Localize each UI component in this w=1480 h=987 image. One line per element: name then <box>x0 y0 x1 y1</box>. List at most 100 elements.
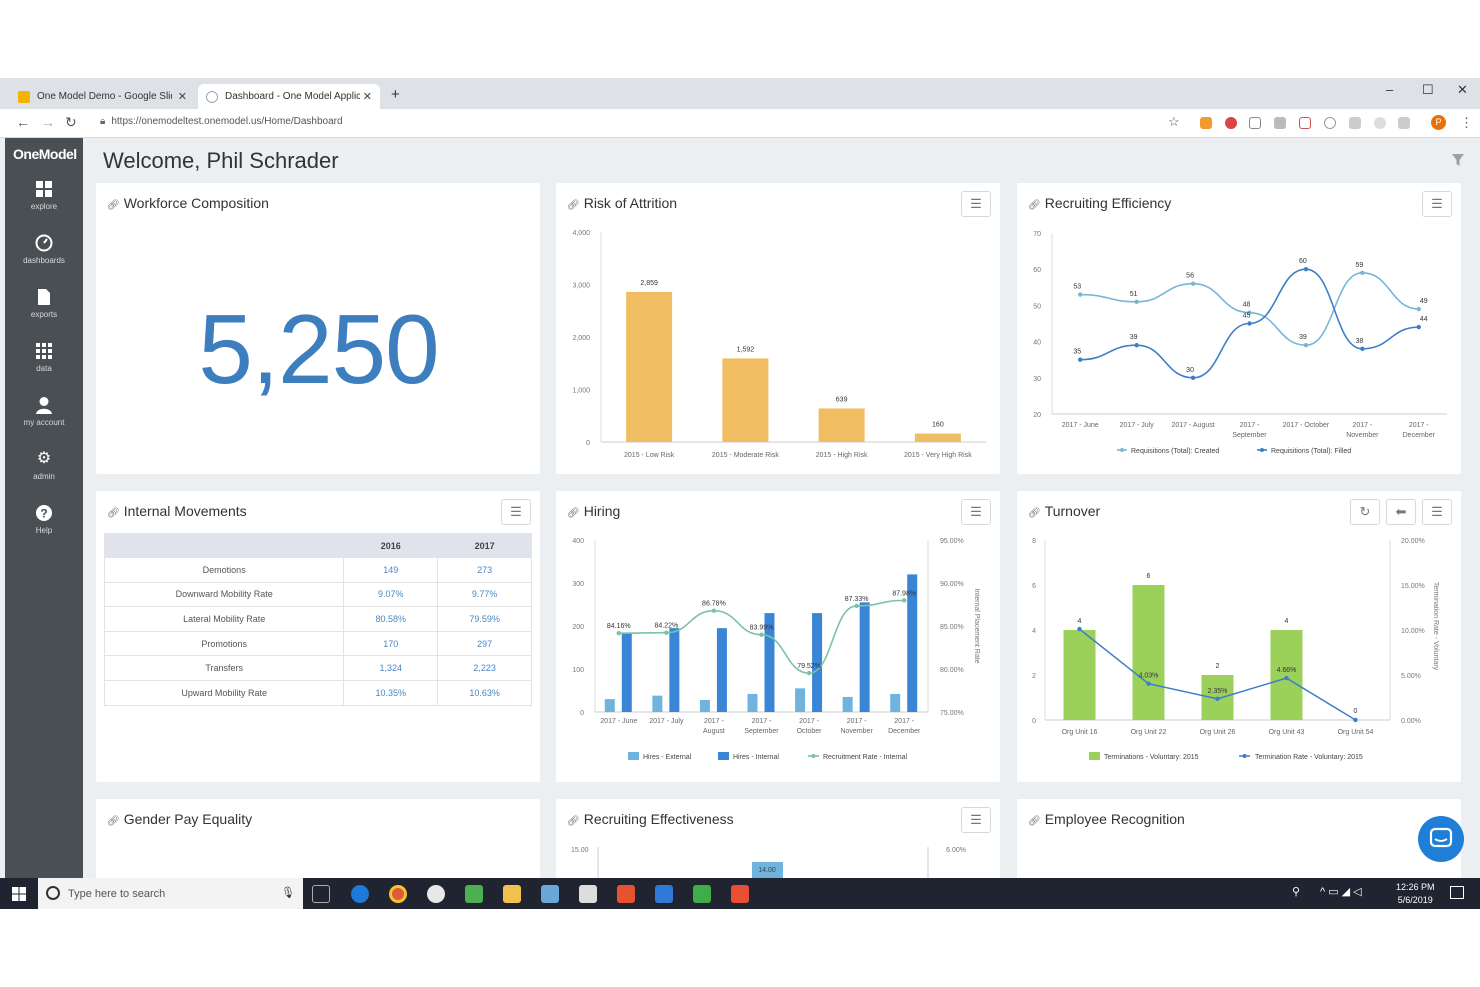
bar-internal[interactable] <box>716 628 727 712</box>
chrome-icon[interactable] <box>389 885 407 903</box>
minimize-icon[interactable]: – <box>1386 82 1394 97</box>
back-button[interactable]: ⬅ <box>1386 499 1416 525</box>
calculator-icon[interactable] <box>579 885 597 903</box>
legend-marker[interactable] <box>1260 448 1264 452</box>
link-icon[interactable]: 🔗︎ <box>567 816 580 827</box>
data-point[interactable] <box>1303 343 1309 348</box>
bar-internal[interactable] <box>859 602 870 712</box>
legend-swatch[interactable] <box>1089 752 1100 760</box>
window-close-icon[interactable]: ✕ <box>1457 82 1468 97</box>
extension-icon[interactable] <box>1274 117 1286 129</box>
bar[interactable] <box>914 433 961 442</box>
data-point[interactable] <box>1353 717 1358 723</box>
sidebar-item-explore[interactable]: explore <box>5 180 83 211</box>
data-point[interactable] <box>1247 310 1252 315</box>
cell-value[interactable]: 9.77% <box>437 581 532 608</box>
filter-icon[interactable] <box>1451 153 1465 167</box>
data-point[interactable] <box>1360 346 1365 352</box>
maximize-icon[interactable]: ☐ <box>1422 82 1434 97</box>
file-explorer-icon[interactable] <box>503 885 521 903</box>
app-icon[interactable] <box>693 885 711 903</box>
bar-external[interactable] <box>890 693 901 712</box>
link-icon[interactable]: 🔗︎ <box>1028 816 1041 827</box>
bar-external[interactable] <box>604 699 615 712</box>
bookmark-star-icon[interactable]: ☆ <box>1168 114 1180 129</box>
bar-external[interactable] <box>842 696 853 712</box>
extension-icon[interactable] <box>1374 117 1386 129</box>
link-icon[interactable]: 🔗︎ <box>1028 508 1041 519</box>
cell-value[interactable]: 149 <box>343 557 439 583</box>
data-point[interactable] <box>1303 267 1309 272</box>
legend-marker[interactable] <box>1120 448 1124 452</box>
cell-value[interactable]: 10.35% <box>343 679 439 706</box>
data-point[interactable] <box>1078 357 1083 362</box>
sidebar-item-exports[interactable]: exports <box>5 288 83 319</box>
cell-value[interactable]: 170 <box>343 630 439 657</box>
legend-swatch[interactable] <box>628 752 639 760</box>
cell-value[interactable]: 273 <box>437 557 532 583</box>
extension-icon[interactable] <box>1249 117 1261 129</box>
data-point[interactable] <box>1360 270 1365 276</box>
microphone-icon[interactable]: 🎙︎ <box>281 887 295 899</box>
app-icon[interactable] <box>617 885 635 903</box>
link-icon[interactable]: 🔗︎ <box>107 200 120 211</box>
windows-start-icon[interactable] <box>12 887 26 901</box>
bar[interactable] <box>626 291 673 442</box>
data-point[interactable] <box>1134 299 1139 304</box>
data-point[interactable] <box>616 631 621 636</box>
notifications-icon[interactable] <box>1450 886 1464 899</box>
data-point[interactable] <box>902 598 907 603</box>
link-icon[interactable]: 🔗︎ <box>107 508 120 519</box>
extension-icon[interactable] <box>1225 117 1237 129</box>
card-menu-button[interactable]: ☰ <box>1422 191 1452 217</box>
bar-external[interactable] <box>747 693 758 712</box>
cell-value[interactable]: 10.63% <box>437 679 532 706</box>
link-icon[interactable]: 🔗︎ <box>1028 200 1041 211</box>
bar[interactable] <box>722 358 769 442</box>
cell-value[interactable]: 1,324 <box>343 655 439 681</box>
new-tab-button[interactable]: + <box>391 86 400 103</box>
extension-icon[interactable] <box>1349 117 1361 129</box>
data-point[interactable] <box>1190 281 1196 286</box>
sidebar-item-data[interactable]: data <box>5 342 83 373</box>
refresh-button[interactable]: ↻ <box>1350 499 1380 525</box>
taskbar-search-input[interactable]: Type here to search 🎙︎ <box>38 878 303 909</box>
column-header[interactable]: 2016 <box>343 533 439 558</box>
tab-dashboard[interactable]: Dashboard - One Model Application ✕ <box>198 84 380 109</box>
bar[interactable] <box>1132 585 1165 720</box>
reload-icon[interactable]: ↻ <box>65 114 77 130</box>
cell-value[interactable]: 297 <box>437 630 532 657</box>
sidebar-item-help[interactable]: ? Help <box>5 504 83 535</box>
card-menu-button[interactable]: ☰ <box>961 499 991 525</box>
bar[interactable] <box>1270 630 1303 720</box>
data-point[interactable] <box>1416 324 1421 330</box>
extension-icon[interactable] <box>1398 117 1410 129</box>
app-icon[interactable] <box>541 885 559 903</box>
task-view-icon[interactable] <box>312 885 330 903</box>
profile-avatar[interactable]: P <box>1431 115 1446 130</box>
link-icon[interactable]: 🔗︎ <box>567 200 580 211</box>
link-icon[interactable]: 🔗︎ <box>567 508 580 519</box>
data-point[interactable] <box>854 603 859 609</box>
data-point[interactable] <box>1190 375 1196 380</box>
edge-icon[interactable] <box>351 885 369 903</box>
data-point[interactable] <box>1146 681 1151 686</box>
extension-icon[interactable] <box>1324 117 1336 129</box>
bar-internal[interactable] <box>621 632 632 712</box>
chat-launcher-button[interactable] <box>1418 816 1464 862</box>
cell-value[interactable]: 9.07% <box>343 581 439 608</box>
extension-icon[interactable] <box>1299 117 1311 129</box>
app-icon[interactable] <box>731 885 749 903</box>
data-point[interactable] <box>1215 696 1220 702</box>
data-point[interactable] <box>806 670 812 676</box>
card-menu-button[interactable]: ☰ <box>501 499 531 525</box>
data-point[interactable] <box>664 630 669 635</box>
app-icon[interactable] <box>427 885 445 903</box>
browser-menu-icon[interactable]: ⋮ <box>1460 115 1473 130</box>
back-icon[interactable]: ← <box>16 114 30 130</box>
bar-internal[interactable] <box>907 574 918 712</box>
app-icon[interactable] <box>655 885 673 903</box>
taskbar-clock[interactable]: 12:26 PM 5/6/2019 <box>1396 881 1435 907</box>
sidebar-item-dashboards[interactable]: dashboards <box>5 234 83 265</box>
bar-internal[interactable] <box>764 613 775 712</box>
